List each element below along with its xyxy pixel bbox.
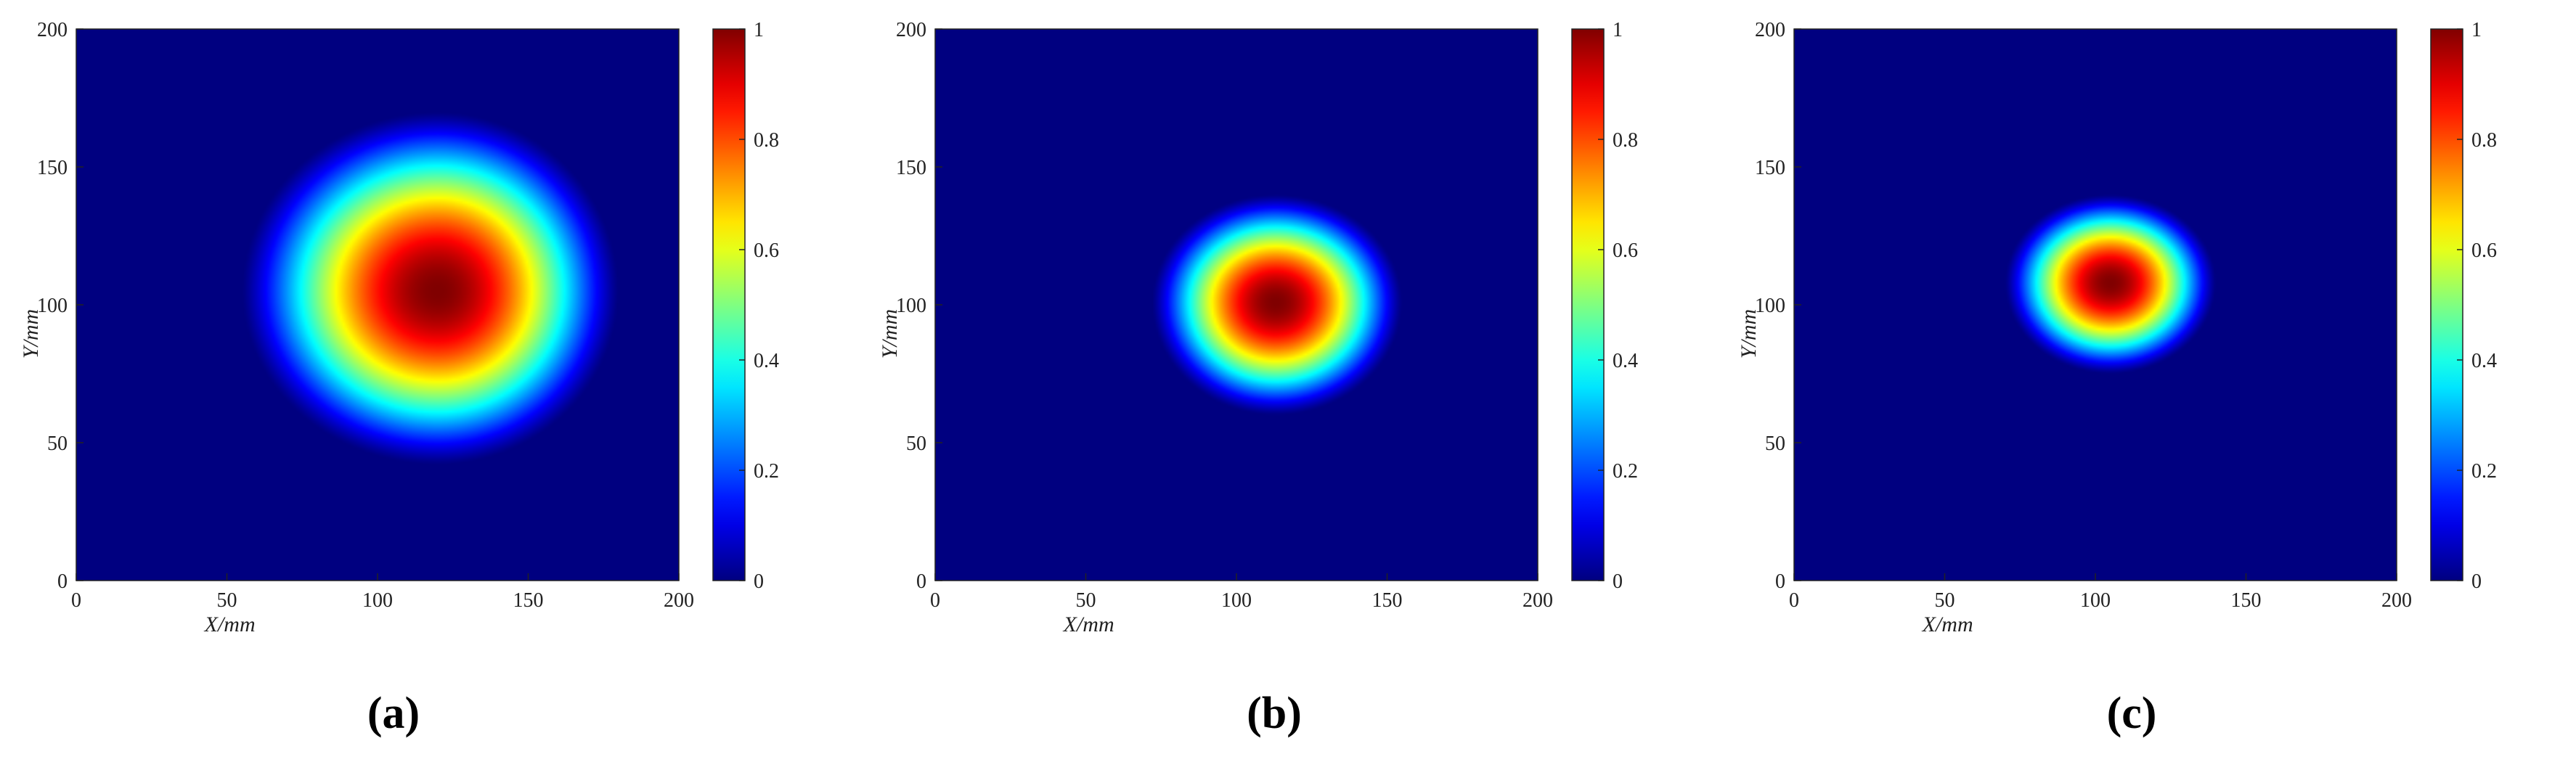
x-tick-label: 0 [930,589,940,612]
colorbar-tick-label: 0.2 [1613,460,1638,483]
chart-panel-c: 0 50 100 150 200 0 50 100 150 200 X/mm Y/mm 0 0.2 0.4 0… [1718,0,2576,762]
y-tick-label: 0 [57,570,68,593]
y-axis-label: Y/mm [19,309,43,359]
colorbar-tick-label: 0.4 [754,350,779,372]
y-tick-label: 50 [1765,433,1785,455]
x-tick-label: 150 [513,589,544,612]
x-tick-label: 200 [1523,589,1553,612]
y-axis-label: Y/mm [878,309,902,359]
y-axis-label: Y/mm [1737,309,1761,359]
y-tick-label: 50 [906,433,926,455]
colorbar-tick-label: 0.8 [754,129,779,152]
x-tick-label: 50 [1076,589,1096,612]
y-tick-label: 150 [1755,157,1785,179]
heatmap-svg-b: 0 50 100 150 200 0 50 100 150 200 X/mm Y/mm 0 0.2 0.4 0… [878,19,1638,636]
y-tick-label: 200 [896,19,926,41]
colorbar [1572,29,1604,581]
colorbar-tick-label: 1 [754,19,764,41]
x-tick-label: 50 [1935,589,1955,612]
x-tick-label: 150 [2231,589,2262,612]
y-tick-label: 0 [1775,570,1785,593]
heatmap-image [1794,29,2397,581]
colorbar-tick-label: 0 [754,570,764,593]
y-tick-label: 100 [1755,295,1785,317]
subfigure-label-b: (b) [1247,689,1302,738]
colorbar [713,29,745,581]
colorbar-tick-label: 0.8 [1613,129,1638,152]
colorbar-frame [1571,28,1605,581]
colorbar-tick-label: 1 [1613,19,1623,41]
colorbar-tick-label: 0.2 [2471,460,2497,483]
colorbar-tick-label: 0 [2471,570,2482,593]
heatmap-image [76,29,679,581]
x-tick-label: 100 [2080,589,2111,612]
y-tick-label: 200 [1755,19,1785,41]
y-tick-label: 50 [47,433,68,455]
colorbar-frame [2430,28,2463,581]
subfigure-label-a: (a) [367,689,420,738]
colorbar-tick-label: 1 [2471,19,2482,41]
heatmap-svg-a: 0 50 100 150 200 0 50 100 150 200 X/mm Y/mm 0 0.2 0.4 0… [19,19,779,636]
subfigure-label-c: (c) [2106,689,2157,738]
chart-panel-b: 0 50 100 150 200 0 50 100 150 200 X/mm Y/mm 0 0.2 0.4 0… [859,0,1718,762]
x-axis-label: X/mm [1063,613,1114,636]
colorbar-tick-label: 0.6 [2471,239,2497,262]
x-tick-label: 200 [2381,589,2412,612]
x-tick-label: 50 [217,589,237,612]
colorbar-tick-label: 0.4 [1613,350,1638,372]
y-tick-label: 200 [37,19,68,41]
colorbar-tick-label: 0.6 [754,239,779,262]
x-axis-label: X/mm [204,613,256,636]
chart-panel-a: 0 50 100 150 200 0 50 100 150 200 X/mm Y/mm 0 0.2 0.4 0… [0,0,859,762]
x-tick-label: 0 [1789,589,1799,612]
colorbar-tick-label: 0.6 [1613,239,1638,262]
x-tick-label: 100 [362,589,393,612]
colorbar-tick-label: 0.8 [2471,129,2497,152]
x-tick-label: 0 [71,589,81,612]
y-tick-label: 100 [896,295,926,317]
colorbar-tick-label: 0.2 [754,460,779,483]
x-tick-label: 150 [1372,589,1403,612]
heatmap-svg-c: 0 50 100 150 200 0 50 100 150 200 X/mm Y/mm 0 0.2 0.4 0… [1737,19,2497,636]
y-tick-label: 100 [37,295,68,317]
y-tick-label: 0 [916,570,926,593]
colorbar-frame [712,28,746,581]
x-tick-label: 200 [664,589,694,612]
y-tick-label: 150 [896,157,926,179]
y-tick-label: 150 [37,157,68,179]
colorbar-tick-label: 0 [1613,570,1623,593]
colorbar-tick-label: 0.4 [2471,350,2497,372]
x-axis-label: X/mm [1922,613,1973,636]
colorbar [2431,29,2463,581]
x-tick-label: 100 [1221,589,1252,612]
heatmap-image [935,29,1538,581]
